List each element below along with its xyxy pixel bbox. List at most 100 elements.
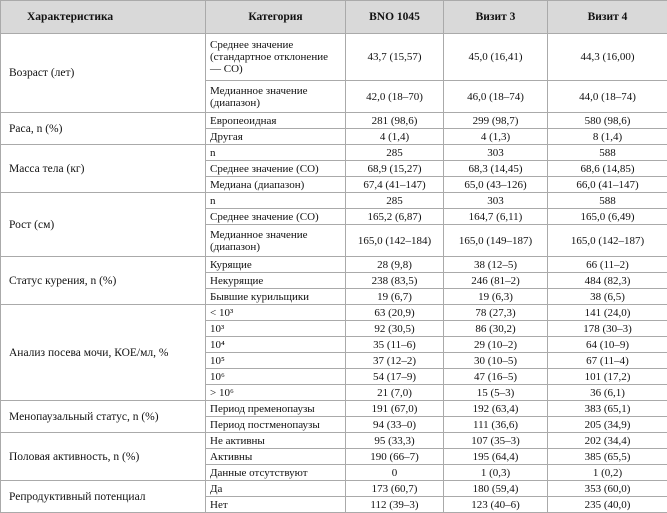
category-cell: Данные отсутствуют [206, 465, 346, 481]
value-cell: 281 (98,6) [346, 113, 444, 129]
value-cell: 192 (63,4) [444, 401, 548, 417]
value-cell: 43,7 (15,57) [346, 34, 444, 81]
value-cell: 86 (30,2) [444, 321, 548, 337]
category-cell: Бывшие курильщики [206, 289, 346, 305]
value-cell: 28 (9,8) [346, 257, 444, 273]
value-cell: 46,0 (18–74) [444, 81, 548, 113]
value-cell: 54 (17–9) [346, 369, 444, 385]
value-cell: 353 (60,0) [548, 481, 667, 497]
value-cell: 299 (98,7) [444, 113, 548, 129]
category-cell: Не активны [206, 433, 346, 449]
value-cell: 285 [346, 145, 444, 161]
value-cell: 66,0 (41–147) [548, 177, 667, 193]
value-cell: 68,6 (14,85) [548, 161, 667, 177]
value-cell: 303 [444, 193, 548, 209]
category-cell: Европеоидная [206, 113, 346, 129]
category-cell: Медиана (диапазон) [206, 177, 346, 193]
value-cell: 1 (0,3) [444, 465, 548, 481]
value-cell: 285 [346, 193, 444, 209]
value-cell: 178 (30–3) [548, 321, 667, 337]
value-cell: 107 (35–3) [444, 433, 548, 449]
value-cell: 44,3 (16,00) [548, 34, 667, 81]
value-cell: 235 (40,0) [548, 497, 667, 513]
category-cell: Период пременопаузы [206, 401, 346, 417]
value-cell: 165,0 (142–184) [346, 225, 444, 257]
value-cell: 165,0 (6,49) [548, 209, 667, 225]
value-cell: 68,3 (14,45) [444, 161, 548, 177]
value-cell: 164,7 (6,11) [444, 209, 548, 225]
header-cell: Визит 3 [444, 1, 548, 34]
value-cell: 65,0 (43–126) [444, 177, 548, 193]
value-cell: 101 (17,2) [548, 369, 667, 385]
value-cell: 78 (27,3) [444, 305, 548, 321]
category-cell: Нет [206, 497, 346, 513]
value-cell: 484 (82,3) [548, 273, 667, 289]
value-cell: 64 (10–9) [548, 337, 667, 353]
group-label: Половая активность, n (%) [1, 433, 206, 481]
category-cell: 10³ [206, 321, 346, 337]
value-cell: 165,2 (6,87) [346, 209, 444, 225]
value-cell: 111 (36,6) [444, 417, 548, 433]
header-cell: BNO 1045 [346, 1, 444, 34]
value-cell: 246 (81–2) [444, 273, 548, 289]
value-cell: 580 (98,6) [548, 113, 667, 129]
category-cell: Среднее значение (СО) [206, 209, 346, 225]
value-cell: 180 (59,4) [444, 481, 548, 497]
value-cell: 385 (65,5) [548, 449, 667, 465]
category-cell: Активны [206, 449, 346, 465]
value-cell: 36 (6,1) [548, 385, 667, 401]
value-cell: 38 (12–5) [444, 257, 548, 273]
value-cell: 92 (30,5) [346, 321, 444, 337]
value-cell: 94 (33–0) [346, 417, 444, 433]
group-label: Статус курения, n (%) [1, 257, 206, 305]
group-label: Анализ посева мочи, КОЕ/мл, % [1, 305, 206, 401]
value-cell: 1 (0,2) [548, 465, 667, 481]
category-cell: n [206, 145, 346, 161]
category-cell: Медианное значение (диапазон) [206, 81, 346, 113]
category-cell: Да [206, 481, 346, 497]
category-cell: > 10⁶ [206, 385, 346, 401]
header-cell: Категория [206, 1, 346, 34]
value-cell: 66 (11–2) [548, 257, 667, 273]
value-cell: 45,0 (16,41) [444, 34, 548, 81]
category-cell: Период постменопаузы [206, 417, 346, 433]
value-cell: 35 (11–6) [346, 337, 444, 353]
group-label: Раса, n (%) [1, 113, 206, 145]
value-cell: 191 (67,0) [346, 401, 444, 417]
value-cell: 202 (34,4) [548, 433, 667, 449]
value-cell: 165,0 (142–187) [548, 225, 667, 257]
group-label: Возраст (лет) [1, 34, 206, 113]
value-cell: 4 (1,3) [444, 129, 548, 145]
group-label: Масса тела (кг) [1, 145, 206, 193]
category-cell: 10⁴ [206, 337, 346, 353]
value-cell: 21 (7,0) [346, 385, 444, 401]
value-cell: 238 (83,5) [346, 273, 444, 289]
value-cell: 63 (20,9) [346, 305, 444, 321]
value-cell: 112 (39–3) [346, 497, 444, 513]
category-cell: n [206, 193, 346, 209]
category-cell: Среднее значение (СО) [206, 161, 346, 177]
group-label: Репродуктивный потенциал [1, 481, 206, 513]
value-cell: 195 (64,4) [444, 449, 548, 465]
category-cell: Другая [206, 129, 346, 145]
category-cell: Курящие [206, 257, 346, 273]
value-cell: 205 (34,9) [548, 417, 667, 433]
value-cell: 67 (11–4) [548, 353, 667, 369]
value-cell: 95 (33,3) [346, 433, 444, 449]
category-cell: 10⁶ [206, 369, 346, 385]
value-cell: 141 (24,0) [548, 305, 667, 321]
header-cell: Характеристика [1, 1, 206, 34]
category-cell: < 10³ [206, 305, 346, 321]
value-cell: 303 [444, 145, 548, 161]
value-cell: 383 (65,1) [548, 401, 667, 417]
category-cell: 10⁵ [206, 353, 346, 369]
value-cell: 190 (66–7) [346, 449, 444, 465]
